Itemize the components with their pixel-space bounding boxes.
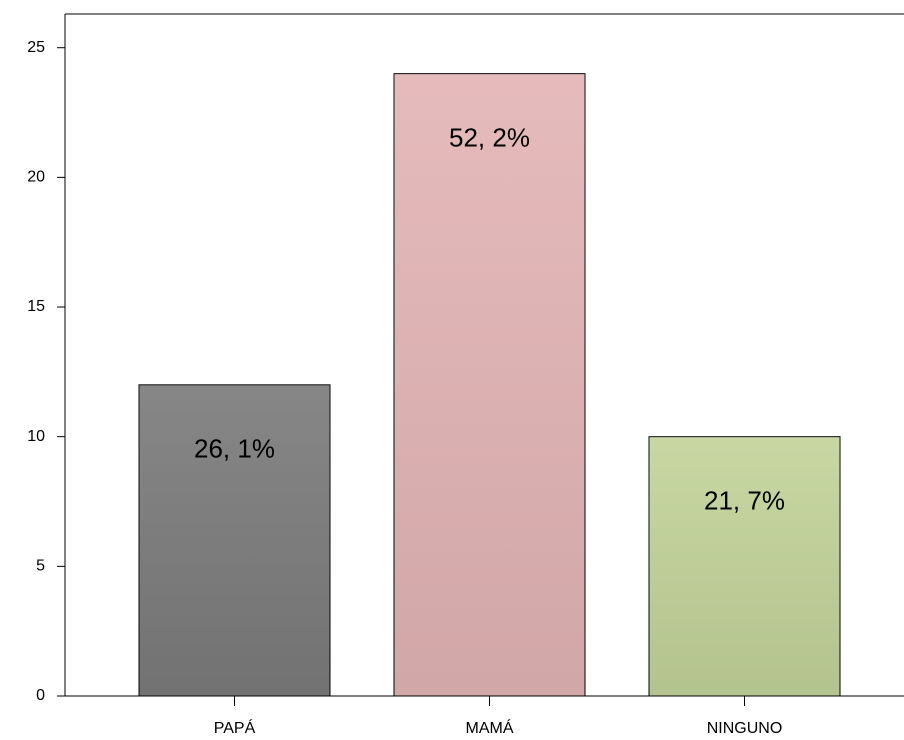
y-tick-label: 0	[36, 687, 45, 704]
bar-shade	[649, 436, 840, 696]
y-tick-label: 15	[27, 298, 45, 315]
x-tick-label: MAMÁ	[466, 718, 514, 737]
y-tick-label: 20	[27, 169, 45, 186]
bar-shade	[394, 73, 585, 697]
bar-annotation: 21, 7%	[704, 486, 785, 516]
y-tick-label: 25	[27, 39, 45, 56]
y-tick-label: 5	[36, 558, 45, 575]
bar-annotation: 52, 2%	[449, 123, 530, 153]
y-tick-label: 10	[27, 428, 45, 445]
bar-annotation: 26, 1%	[194, 434, 275, 464]
x-tick-label: NINGUNO	[707, 720, 783, 737]
x-tick-label: PAPÁ	[214, 718, 256, 737]
bar-shade	[139, 384, 330, 696]
